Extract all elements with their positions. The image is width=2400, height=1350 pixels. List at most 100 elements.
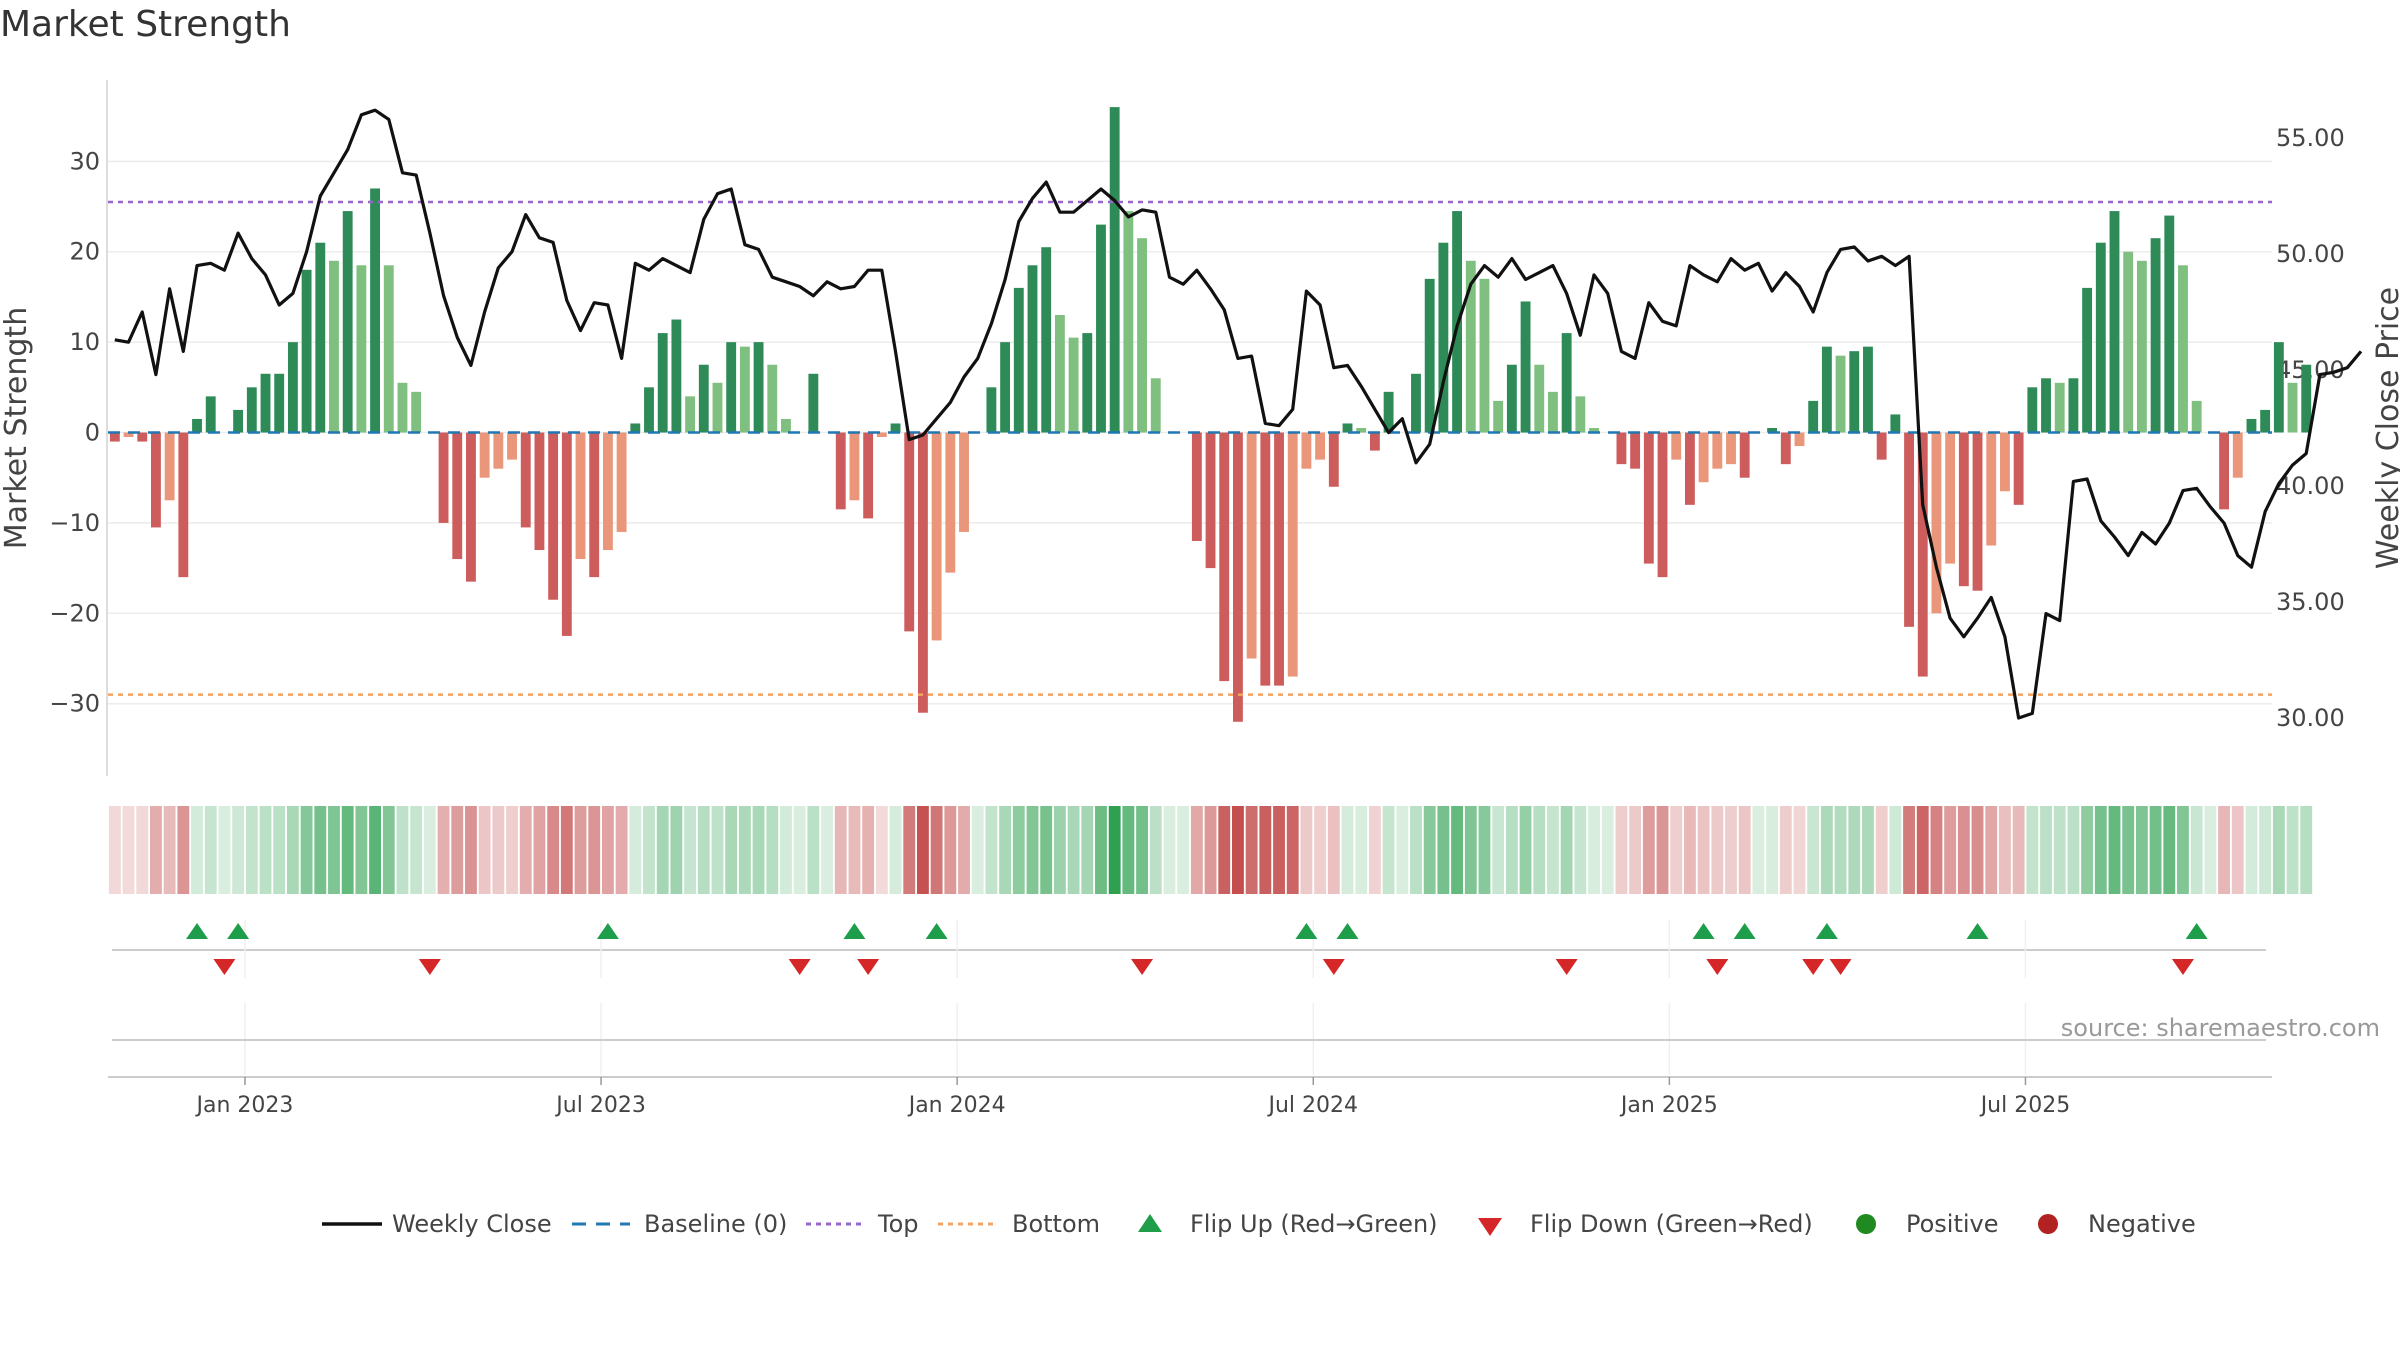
strength-bar	[1027, 265, 1038, 433]
heat-cell	[1190, 806, 1203, 894]
strength-bar	[1000, 342, 1011, 433]
heat-cell	[1040, 806, 1053, 894]
strength-bar	[342, 211, 353, 433]
heat-cell	[1149, 806, 1162, 894]
strength-bar	[1287, 432, 1298, 677]
heat-cell	[2259, 806, 2272, 894]
heat-cell	[1985, 806, 1998, 894]
strength-bar	[301, 269, 312, 433]
heat-cell	[2163, 806, 2176, 894]
heat-cell	[1108, 806, 1121, 894]
flip-down-marker	[857, 959, 880, 975]
strength-bar	[1260, 432, 1271, 686]
heat-cell	[163, 806, 176, 894]
flip-down-marker	[1131, 959, 1154, 975]
strength-bar	[1479, 278, 1490, 433]
heat-cell	[396, 806, 409, 894]
strength-bar	[520, 432, 531, 528]
strength-bar	[109, 432, 120, 442]
heat-cell	[273, 806, 286, 894]
heat-cell	[2053, 806, 2066, 894]
heat-cell	[2177, 806, 2189, 894]
strength-bar	[479, 432, 490, 478]
heat-cell	[451, 806, 464, 894]
strength-bar	[630, 423, 641, 433]
heat-cell	[684, 806, 697, 894]
strength-bar	[411, 391, 422, 433]
heat-cell	[1793, 806, 1806, 894]
strength-bar	[657, 333, 668, 433]
weekly-close-line	[114, 108, 2363, 720]
strength-bar	[959, 432, 969, 532]
strength-bar	[274, 373, 285, 433]
heat-cell	[218, 806, 231, 894]
strength-bar	[466, 432, 476, 582]
strength-bar	[2013, 432, 2024, 505]
strength-bar	[2219, 432, 2229, 510]
strength-bar	[1548, 391, 1558, 433]
strength-bar	[1780, 432, 1791, 465]
heat-cell	[2204, 806, 2217, 894]
heat-cell	[656, 806, 669, 894]
strength-bar	[1684, 432, 1695, 505]
strength-bar	[1301, 432, 1312, 469]
strength-bar	[1096, 224, 1106, 433]
heat-cell	[1656, 806, 1669, 894]
left-tick-label: −20	[49, 599, 100, 627]
strength-bar	[1698, 432, 1709, 483]
heat-cell	[492, 806, 505, 894]
strength-bar	[2068, 378, 2079, 433]
heat-cell	[108, 806, 121, 894]
strength-bar	[2191, 400, 2202, 433]
heat-cell	[2122, 806, 2135, 894]
strength-bar	[137, 432, 148, 442]
heat-cell	[862, 806, 875, 894]
heat-cell	[1533, 806, 1546, 894]
right-tick-label: 50.00	[2276, 240, 2345, 268]
heat-cell	[1218, 806, 1231, 894]
heat-cell	[259, 806, 272, 894]
heat-cell	[1738, 806, 1751, 894]
heat-cell	[1601, 806, 1614, 894]
heat-cell	[1300, 806, 1313, 894]
chart-title: Market Strength	[0, 4, 291, 45]
legend-flip-up-swatch	[1138, 1214, 1162, 1232]
strength-bar	[2232, 432, 2243, 478]
heat-cell	[2135, 806, 2148, 894]
strength-bar	[534, 432, 545, 551]
strength-bar	[1712, 432, 1723, 469]
heat-cell	[1382, 806, 1395, 894]
heat-cell	[1629, 806, 1642, 894]
strength-bar	[698, 364, 709, 433]
strength-bar	[1328, 432, 1339, 487]
heat-cell	[2108, 806, 2121, 894]
date-tick-label: Jan 2023	[195, 1093, 294, 1118]
date-tick-label: Jul 2023	[554, 1093, 646, 1118]
heat-cell	[1464, 806, 1477, 894]
strength-bar	[575, 432, 586, 560]
heat-cell	[1683, 806, 1696, 894]
heat-cell	[1725, 806, 1737, 894]
heat-cell	[286, 806, 299, 894]
strength-bar	[876, 432, 887, 438]
heat-cell	[1834, 806, 1847, 894]
strength-bar	[1041, 247, 1052, 433]
heat-cell	[875, 806, 888, 894]
strength-bar	[1493, 400, 1504, 433]
right-tick-label: 35.00	[2276, 588, 2345, 616]
right-tick-label: 40.00	[2276, 472, 2345, 500]
heat-cell	[1259, 806, 1272, 894]
strength-bar	[2027, 387, 2038, 433]
heat-cell	[1136, 806, 1148, 894]
heat-cell	[465, 806, 477, 894]
heat-cell	[1547, 806, 1559, 894]
strength-bar	[1123, 211, 1134, 433]
right-tick-label: 55.00	[2276, 124, 2345, 152]
strength-bar	[808, 373, 819, 433]
strength-bar	[1945, 432, 1956, 564]
legend-flip-down-swatch	[1478, 1218, 1502, 1236]
strength-bar	[1068, 337, 1079, 433]
heat-cell	[601, 806, 614, 894]
strength-bar	[1863, 346, 1873, 433]
strength-bar	[1794, 432, 1805, 447]
